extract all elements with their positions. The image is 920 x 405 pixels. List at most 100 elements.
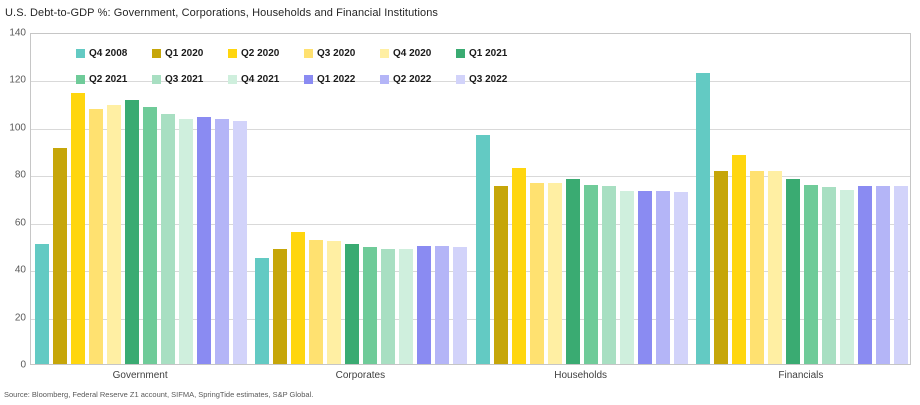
- legend-swatch-icon: [228, 74, 237, 84]
- bar-households-q2-2020: [511, 168, 526, 364]
- legend-swatch-icon: [380, 48, 389, 58]
- bar-financials-q3-2022: [893, 186, 908, 364]
- bar-government-q4-2008: [35, 243, 50, 364]
- bar-corporates-q3-2020: [309, 240, 324, 364]
- bar-government-q4-2021: [179, 118, 194, 364]
- bar-government-q4-2020: [107, 104, 122, 364]
- bar-financials-q1-2020: [713, 170, 728, 364]
- bar-households-q4-2008: [475, 135, 490, 364]
- bar-financials-q4-2021: [839, 189, 854, 364]
- x-label-corporates: Corporates: [335, 370, 386, 381]
- y-tick-label: 60: [14, 217, 26, 229]
- bar-financials-q4-2008: [695, 72, 710, 364]
- x-label-financials: Financials: [778, 370, 824, 381]
- plot-area: Q4 2008 Q1 2020 Q2 2020 Q3 2020 Q4 2020 Q1 20…: [30, 33, 911, 365]
- legend-label: Q3 2021: [165, 73, 204, 85]
- gridline-40: [31, 271, 910, 273]
- bar-households-q4-2021: [619, 190, 634, 364]
- bar-government-q2-2021: [143, 107, 158, 364]
- legend-item-q2-2020: Q2 2020: [228, 48, 304, 59]
- legend-swatch-icon: [152, 74, 161, 84]
- bar-households-q1-2022: [637, 190, 652, 364]
- bar-households-q3-2021: [601, 186, 616, 364]
- legend-label: Q4 2008: [89, 47, 128, 59]
- chart-title: U.S. Debt-to-GDP %: Government, Corporat…: [5, 7, 439, 19]
- bar-financials-q3-2021: [821, 187, 836, 364]
- legend-swatch-icon: [76, 74, 85, 84]
- legend-item-q4-2021: Q4 2021: [228, 74, 304, 85]
- legend-item-q3-2020: Q3 2020: [304, 48, 380, 59]
- legend-swatch-icon: [304, 74, 313, 84]
- legend-label: Q2 2022: [393, 73, 432, 85]
- bar-group-households: [472, 34, 692, 364]
- bar-government-q3-2022: [233, 121, 248, 364]
- bar-financials-q4-2020: [767, 170, 782, 364]
- bar-corporates-q3-2022: [453, 247, 468, 364]
- y-tick-label: 140: [9, 27, 26, 39]
- bar-financials-q2-2021: [803, 184, 818, 364]
- gridline-80: [31, 176, 910, 178]
- bar-group-government: [31, 34, 251, 364]
- legend-label: Q3 2020: [317, 47, 356, 59]
- bar-corporates-q1-2020: [273, 248, 288, 364]
- legend-label: Q2 2020: [241, 47, 280, 59]
- legend-label: Q3 2022: [469, 73, 508, 85]
- legend-item-q2-2021: Q2 2021: [76, 74, 152, 85]
- legend-item-q4-2008: Q4 2008: [76, 48, 152, 59]
- source-note: Source: Bloomberg, Federal Reserve Z1 ac…: [4, 390, 314, 399]
- legend-label: Q4 2020: [393, 47, 432, 59]
- bar-households-q1-2020: [493, 186, 508, 364]
- legend-swatch-icon: [152, 48, 161, 58]
- bar-government-q2-2020: [71, 92, 86, 364]
- bar-government-q1-2020: [53, 148, 68, 364]
- legend-label: Q4 2021: [241, 73, 280, 85]
- legend-label: Q1 2020: [165, 47, 204, 59]
- gridline-60: [31, 223, 910, 225]
- bar-households-q3-2022: [673, 191, 688, 364]
- bar-government-q3-2020: [89, 109, 104, 364]
- bar-corporates-q1-2022: [417, 246, 432, 364]
- bar-corporates-q2-2022: [435, 246, 450, 364]
- legend-item-q1-2022: Q1 2022: [304, 74, 380, 85]
- bar-households-q3-2020: [529, 182, 544, 364]
- legend-label: Q1 2021: [469, 47, 508, 59]
- legend-label: Q1 2022: [317, 73, 356, 85]
- y-tick-label: 0: [20, 359, 26, 371]
- bar-group-corporates: [251, 34, 471, 364]
- chart-legend: Q4 2008 Q1 2020 Q2 2020 Q3 2020 Q4 2020 Q1 20…: [76, 40, 532, 92]
- bar-households-q2-2022: [655, 190, 670, 364]
- bar-households-q2-2021: [583, 184, 598, 364]
- x-label-government: Government: [112, 370, 168, 381]
- gridline-120: [31, 81, 910, 83]
- x-axis-labels: Government Corporates Households Financials: [30, 370, 911, 381]
- bar-corporates-q4-2008: [255, 257, 270, 364]
- bar-financials-q2-2020: [731, 155, 746, 364]
- legend-swatch-icon: [304, 48, 313, 58]
- y-tick-label: 20: [14, 312, 26, 324]
- gridline-20: [31, 318, 910, 320]
- legend-swatch-icon: [380, 74, 389, 84]
- bar-corporates-q4-2021: [399, 248, 414, 364]
- legend-item-q3-2021: Q3 2021: [152, 74, 228, 85]
- bar-corporates-q4-2020: [327, 241, 342, 364]
- legend-swatch-icon: [228, 48, 237, 58]
- y-tick-label: 120: [9, 74, 26, 86]
- legend-item-q1-2021: Q1 2021: [456, 48, 532, 59]
- bar-government-q3-2021: [161, 114, 176, 364]
- bar-corporates-q3-2021: [381, 248, 396, 364]
- bar-financials-q2-2022: [875, 186, 890, 364]
- bar-corporates-q2-2020: [291, 232, 306, 364]
- bar-financials-q1-2021: [785, 178, 800, 364]
- bar-government-q1-2021: [125, 100, 140, 364]
- legend-swatch-icon: [456, 74, 465, 84]
- bar-group-financials: [692, 34, 912, 364]
- y-tick-label: 80: [14, 169, 26, 181]
- bar-households-q4-2020: [547, 182, 562, 364]
- legend-item-q3-2022: Q3 2022: [456, 74, 532, 85]
- bar-financials-q1-2022: [857, 186, 872, 364]
- y-tick-label: 100: [9, 122, 26, 134]
- bar-households-q1-2021: [565, 178, 580, 364]
- bar-government-q2-2022: [215, 118, 230, 364]
- y-tick-label: 40: [14, 264, 26, 276]
- legend-item-q2-2022: Q2 2022: [380, 74, 456, 85]
